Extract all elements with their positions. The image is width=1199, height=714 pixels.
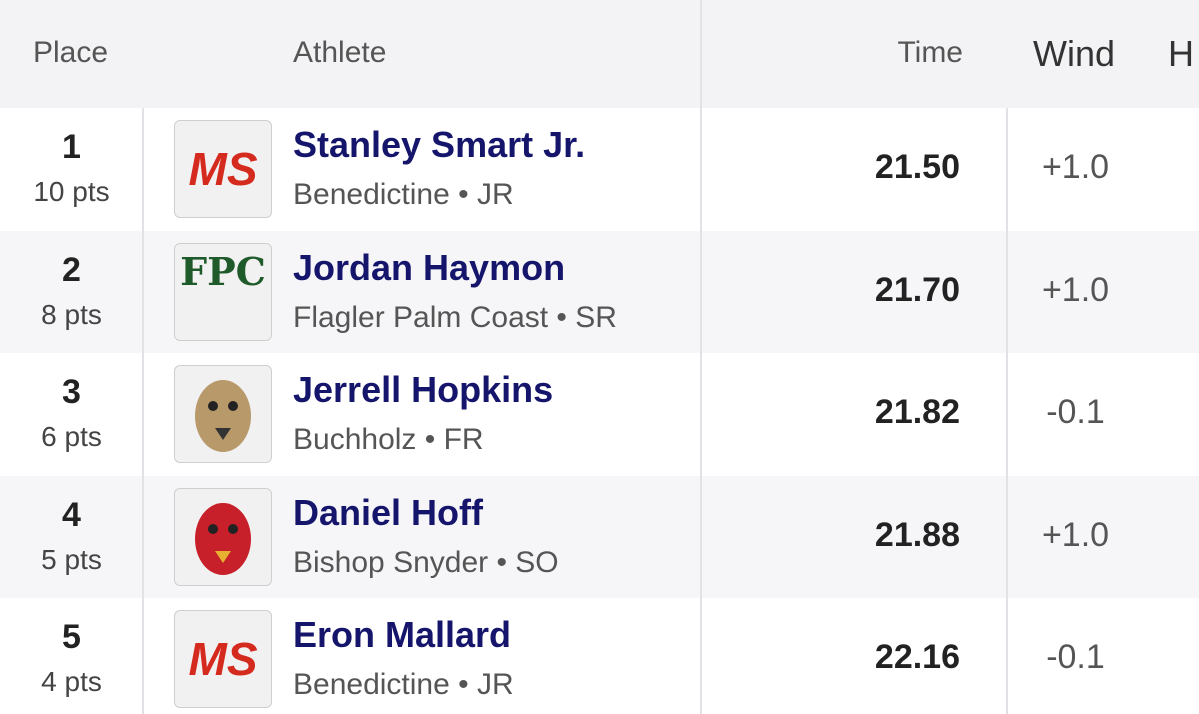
- column-header: Place: [33, 36, 109, 69]
- team-logo: MS: [174, 610, 272, 708]
- time: 22.16: [874, 638, 960, 676]
- header-row: [0, 0, 1199, 108]
- points: 5 pts: [41, 543, 102, 575]
- column-header: Athlete: [293, 36, 387, 69]
- logo-text: FPC: [180, 248, 266, 294]
- column-divider: [142, 108, 144, 714]
- place: 1: [62, 128, 81, 166]
- team-logo: FPC: [174, 242, 272, 341]
- column-header: Time: [897, 36, 963, 69]
- wind: +1.0: [1041, 515, 1110, 554]
- time: 21.70: [874, 270, 960, 309]
- logo-text: MS: [188, 143, 258, 195]
- school-year: Benedictine • JR: [293, 178, 514, 211]
- athlete-name[interactable]: Daniel Hoff: [293, 491, 484, 533]
- place: 4: [62, 495, 81, 534]
- logo-icon: [195, 380, 251, 452]
- logo-icon: [195, 502, 251, 575]
- school-year: Benedictine • JR: [293, 668, 514, 701]
- team-logo: [174, 365, 272, 463]
- place: 2: [62, 250, 81, 289]
- column-header: H: [1168, 33, 1194, 74]
- school-year: Bishop Snyder • SO: [293, 545, 559, 579]
- points: 8 pts: [41, 298, 102, 330]
- wind: -0.1: [1046, 393, 1105, 431]
- athlete-name[interactable]: Stanley Smart Jr.: [293, 124, 586, 165]
- wind: +1.0: [1041, 270, 1110, 309]
- column-divider: [1006, 108, 1008, 714]
- athlete-name[interactable]: Jordan Haymon: [293, 246, 566, 288]
- points: 10 pts: [33, 176, 110, 207]
- place: 3: [62, 373, 81, 411]
- logo-text: MS: [188, 633, 258, 685]
- column-header: Wind: [1033, 33, 1116, 74]
- wind: +1.0: [1041, 148, 1110, 186]
- points: 6 pts: [41, 421, 102, 452]
- column-divider: [700, 0, 702, 714]
- wind: -0.1: [1046, 638, 1105, 676]
- time: 21.50: [874, 148, 960, 186]
- athlete-name[interactable]: Eron Mallard: [293, 614, 512, 655]
- school-year: Flagler Palm Coast • SR: [293, 300, 617, 334]
- team-logo: [174, 487, 272, 586]
- place: 5: [62, 618, 81, 656]
- athlete-name[interactable]: Jerrell Hopkins: [293, 369, 554, 410]
- time: 21.88: [874, 515, 960, 554]
- time: 21.82: [874, 393, 960, 431]
- team-logo: MS: [174, 120, 272, 218]
- school-year: Buchholz • FR: [293, 423, 484, 456]
- points: 4 pts: [41, 666, 102, 697]
